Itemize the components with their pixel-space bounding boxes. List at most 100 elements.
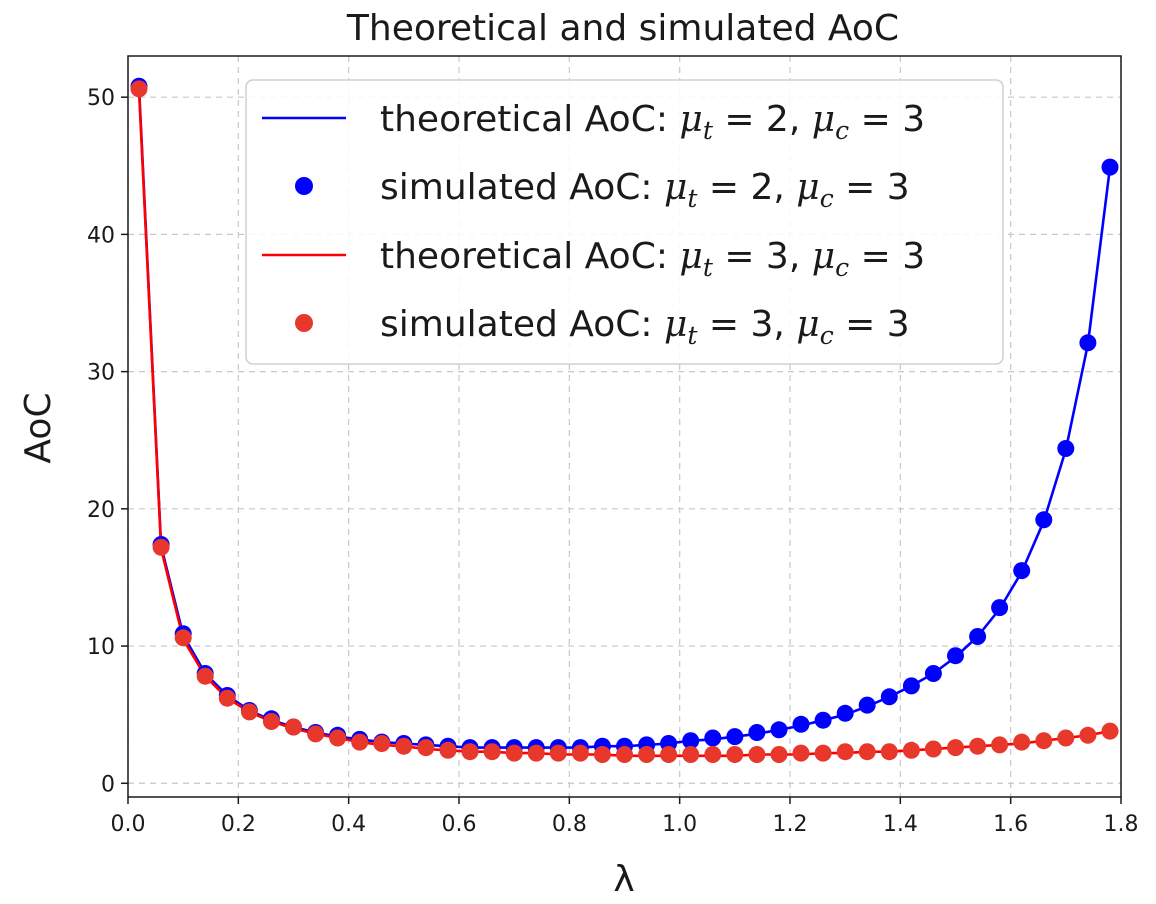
series-2-point <box>770 721 788 739</box>
series-4-point <box>682 746 700 763</box>
legend-entry-4: simulated AoC: μt = 3, μc = 3 <box>295 304 910 350</box>
series-2-point <box>836 704 854 722</box>
series-2-point <box>792 715 810 733</box>
series-4-point <box>285 718 302 736</box>
series-4-point <box>439 741 457 759</box>
series-4-point <box>836 743 854 761</box>
series-2-point <box>726 728 744 746</box>
series-4-point <box>660 746 678 763</box>
series-4-point <box>991 736 1009 754</box>
series-4-point <box>549 744 567 762</box>
series-2-point <box>969 628 987 645</box>
series-4-point <box>174 629 192 647</box>
series-4-point <box>329 729 347 747</box>
series-4-point <box>461 743 479 761</box>
series-4-point <box>792 744 810 762</box>
series-4-point <box>902 741 920 759</box>
y-tick-label: 40 <box>87 223 115 248</box>
series-4-point <box>593 746 611 763</box>
series-4-point <box>307 725 325 743</box>
legend-entry-1: theoretical AoC: μt = 2, μc = 3 <box>262 99 925 145</box>
y-tick-label: 50 <box>87 86 115 111</box>
legend-label: simulated AoC: μt = 2, μc = 3 <box>380 167 910 213</box>
series-4-point <box>152 538 170 556</box>
x-tick-label: 1.4 <box>883 812 918 837</box>
series-4-point <box>373 735 391 752</box>
series-4-point <box>1057 729 1075 747</box>
series-4-point <box>947 739 964 757</box>
series-4-point <box>218 689 236 707</box>
x-tick-label: 0.0 <box>111 812 146 837</box>
x-axis-label: λ <box>613 859 634 900</box>
series-2-point <box>1079 334 1097 352</box>
y-axis-label: AoC <box>18 392 59 463</box>
series-2-point <box>991 599 1009 617</box>
legend-entry-3: theoretical AoC: μt = 3, μc = 3 <box>262 236 925 282</box>
legend-box <box>245 79 1004 365</box>
series-4-point <box>748 746 766 763</box>
series-4-point <box>240 703 258 721</box>
x-tick-label: 1.0 <box>662 812 697 837</box>
x-tick-label: 0.6 <box>442 812 477 837</box>
series-2-point <box>814 711 832 729</box>
x-tick-label: 0.4 <box>331 812 366 837</box>
series-2-point <box>682 732 700 750</box>
series-2-point <box>704 729 722 747</box>
series-4-point <box>880 743 898 761</box>
series-4-point <box>1079 726 1097 744</box>
series-2-point <box>902 677 920 695</box>
y-tick-label: 20 <box>87 498 115 523</box>
series-4-point <box>814 744 832 762</box>
y-tick-label: 30 <box>87 361 115 386</box>
x-tick-label: 1.6 <box>993 812 1028 837</box>
series-4-point <box>770 746 788 763</box>
legend-label: simulated AoC: μt = 3, μc = 3 <box>380 304 910 350</box>
series-4-point <box>395 737 413 755</box>
x-tick-label: 0.2 <box>221 812 256 837</box>
series-4-point <box>858 743 876 761</box>
series-4-point <box>483 743 501 761</box>
series-4-point <box>417 739 435 757</box>
series-2-point <box>924 665 942 682</box>
series-4-point <box>1101 722 1119 740</box>
y-tick-label: 0 <box>101 772 115 797</box>
series-4-point <box>638 746 656 763</box>
series-4-point <box>924 740 942 758</box>
series-2-point <box>947 647 964 665</box>
series-4-point <box>704 746 722 763</box>
legend-marker-swatch <box>295 177 313 195</box>
series-4-point <box>351 733 369 751</box>
series-2-point <box>1057 440 1075 457</box>
axes: 0.0 0.2 0.4 0.6 0.8 1.0 1.2 1.4 1.6 1.8 0 10 20 30 40 5… <box>87 86 1139 837</box>
series-4-point <box>726 746 744 763</box>
series-4-point <box>505 744 523 762</box>
plot-data <box>130 77 1119 763</box>
chart-title: Theoretical and simulated AoC <box>346 8 899 49</box>
series-4-point <box>616 746 633 763</box>
legend: theoretical AoC: μt = 2, μc = 3 simulated… <box>245 79 1004 365</box>
legend-marker-swatch <box>295 314 313 332</box>
plot-frame <box>127 55 1122 798</box>
series-2-point <box>1035 511 1053 529</box>
x-tick-label: 1.8 <box>1104 812 1139 837</box>
series-2-point <box>1013 562 1031 580</box>
series-2-point <box>748 724 766 741</box>
legend-label: theoretical AoC: μt = 3, μc = 3 <box>380 236 925 282</box>
series-4-point <box>1013 733 1031 751</box>
legend-label: theoretical AoC: μt = 2, μc = 3 <box>380 99 925 145</box>
series-4-point <box>1035 732 1053 750</box>
series-4-point <box>196 667 214 685</box>
series-4-point <box>527 744 545 762</box>
y-tick-label: 10 <box>87 635 115 660</box>
series-4-point <box>571 744 589 762</box>
series-2-point <box>880 688 898 706</box>
series-4-point <box>262 713 280 730</box>
x-tick-label: 1.2 <box>773 812 808 837</box>
series-2-point <box>858 696 876 714</box>
x-tick-label: 0.8 <box>552 812 587 837</box>
series-2-point <box>1101 158 1119 176</box>
series-4-point <box>969 737 987 755</box>
legend-entry-2: simulated AoC: μt = 2, μc = 3 <box>295 167 910 213</box>
series-4-point <box>130 80 148 98</box>
